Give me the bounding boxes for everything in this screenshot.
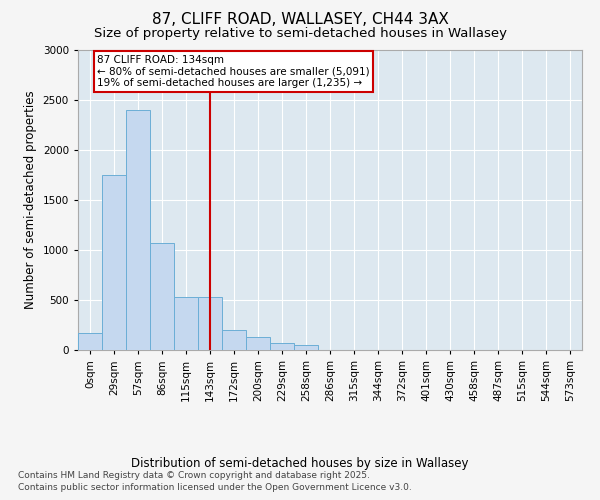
Text: 87 CLIFF ROAD: 134sqm
← 80% of semi-detached houses are smaller (5,091)
19% of s: 87 CLIFF ROAD: 134sqm ← 80% of semi-deta… — [97, 55, 370, 88]
Text: Contains HM Land Registry data © Crown copyright and database right 2025.: Contains HM Land Registry data © Crown c… — [18, 471, 370, 480]
Bar — [294, 345, 318, 350]
Text: Distribution of semi-detached houses by size in Wallasey: Distribution of semi-detached houses by … — [131, 458, 469, 470]
Bar — [222, 330, 246, 350]
Bar — [78, 332, 102, 350]
Y-axis label: Number of semi-detached properties: Number of semi-detached properties — [24, 90, 37, 310]
Bar — [126, 110, 150, 350]
Bar — [150, 242, 174, 350]
Bar — [198, 297, 222, 350]
Bar — [246, 337, 270, 350]
Text: Size of property relative to semi-detached houses in Wallasey: Size of property relative to semi-detach… — [94, 28, 506, 40]
Text: 87, CLIFF ROAD, WALLASEY, CH44 3AX: 87, CLIFF ROAD, WALLASEY, CH44 3AX — [152, 12, 448, 28]
Text: Contains public sector information licensed under the Open Government Licence v3: Contains public sector information licen… — [18, 484, 412, 492]
Bar — [174, 297, 198, 350]
Bar — [102, 175, 126, 350]
Bar — [270, 342, 294, 350]
